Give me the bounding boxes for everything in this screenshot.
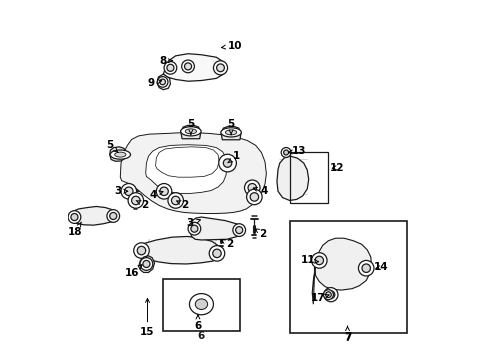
Circle shape <box>190 225 198 232</box>
Circle shape <box>244 180 260 195</box>
Circle shape <box>358 260 373 276</box>
Circle shape <box>281 148 290 157</box>
Text: 11: 11 <box>300 256 318 265</box>
Bar <box>163 279 240 331</box>
Circle shape <box>121 184 136 199</box>
Circle shape <box>247 184 256 192</box>
Text: 2: 2 <box>176 200 188 210</box>
Ellipse shape <box>110 150 130 159</box>
Text: 5: 5 <box>106 140 118 153</box>
Text: 17: 17 <box>311 293 328 303</box>
Circle shape <box>160 79 165 85</box>
Bar <box>290 221 406 333</box>
Circle shape <box>325 292 330 297</box>
Text: 18: 18 <box>68 222 82 237</box>
Circle shape <box>124 187 133 195</box>
Text: 8: 8 <box>159 56 172 66</box>
Ellipse shape <box>180 127 201 136</box>
Text: 4: 4 <box>253 186 267 196</box>
Circle shape <box>314 256 323 265</box>
Text: 1: 1 <box>227 151 240 163</box>
Ellipse shape <box>195 299 207 310</box>
Bar <box>289 152 327 203</box>
Circle shape <box>107 210 120 222</box>
Circle shape <box>109 212 117 220</box>
Text: 10: 10 <box>221 41 242 51</box>
Circle shape <box>326 291 334 298</box>
Circle shape <box>142 260 150 267</box>
Text: 14: 14 <box>373 262 388 273</box>
Text: 2: 2 <box>136 200 148 210</box>
Polygon shape <box>109 147 126 161</box>
Circle shape <box>235 226 242 234</box>
Text: 15: 15 <box>140 298 154 337</box>
Circle shape <box>223 159 231 167</box>
Ellipse shape <box>114 152 126 157</box>
Circle shape <box>160 187 168 195</box>
Text: 5: 5 <box>187 119 194 135</box>
Polygon shape <box>181 125 201 139</box>
Circle shape <box>212 249 221 258</box>
Text: 2: 2 <box>255 229 266 239</box>
Ellipse shape <box>189 294 213 315</box>
Text: 3: 3 <box>186 218 200 228</box>
Circle shape <box>188 222 201 235</box>
Circle shape <box>182 60 194 73</box>
Polygon shape <box>145 145 226 193</box>
Circle shape <box>128 193 143 208</box>
Circle shape <box>156 184 171 199</box>
Circle shape <box>218 154 236 172</box>
Polygon shape <box>155 147 219 177</box>
Polygon shape <box>71 207 117 225</box>
Text: 6: 6 <box>194 315 201 332</box>
Circle shape <box>167 193 183 208</box>
Ellipse shape <box>185 129 196 134</box>
Circle shape <box>246 189 262 205</box>
Circle shape <box>131 196 140 205</box>
Text: 16: 16 <box>125 265 142 279</box>
Polygon shape <box>120 132 266 213</box>
Circle shape <box>213 61 227 75</box>
Polygon shape <box>312 238 371 304</box>
Circle shape <box>311 253 326 268</box>
Circle shape <box>140 258 152 270</box>
Polygon shape <box>163 54 225 81</box>
Text: 12: 12 <box>329 163 344 173</box>
Text: 3: 3 <box>114 186 127 196</box>
Text: 6: 6 <box>198 331 204 341</box>
Polygon shape <box>139 256 154 273</box>
Circle shape <box>216 64 224 72</box>
Circle shape <box>232 224 245 237</box>
Circle shape <box>250 193 258 201</box>
Circle shape <box>323 290 333 300</box>
Circle shape <box>133 243 149 258</box>
Text: 13: 13 <box>288 146 306 156</box>
Text: 7: 7 <box>343 333 350 343</box>
Text: 2: 2 <box>221 239 233 249</box>
Text: 7: 7 <box>343 326 350 342</box>
Polygon shape <box>276 156 308 201</box>
Circle shape <box>171 196 180 205</box>
Circle shape <box>166 64 174 71</box>
Text: 4: 4 <box>149 190 163 200</box>
Circle shape <box>184 63 191 70</box>
Polygon shape <box>139 237 220 264</box>
Circle shape <box>209 246 224 261</box>
Circle shape <box>137 246 145 255</box>
Circle shape <box>157 77 167 87</box>
Circle shape <box>283 150 288 155</box>
Polygon shape <box>221 126 241 140</box>
Ellipse shape <box>225 130 236 135</box>
Circle shape <box>323 288 337 302</box>
Text: 9: 9 <box>147 78 161 88</box>
Circle shape <box>361 264 370 273</box>
Polygon shape <box>190 217 242 240</box>
Polygon shape <box>157 74 170 90</box>
Circle shape <box>71 213 78 221</box>
Circle shape <box>68 211 81 224</box>
Ellipse shape <box>221 128 241 137</box>
Circle shape <box>164 62 176 74</box>
Text: 5: 5 <box>227 119 234 135</box>
